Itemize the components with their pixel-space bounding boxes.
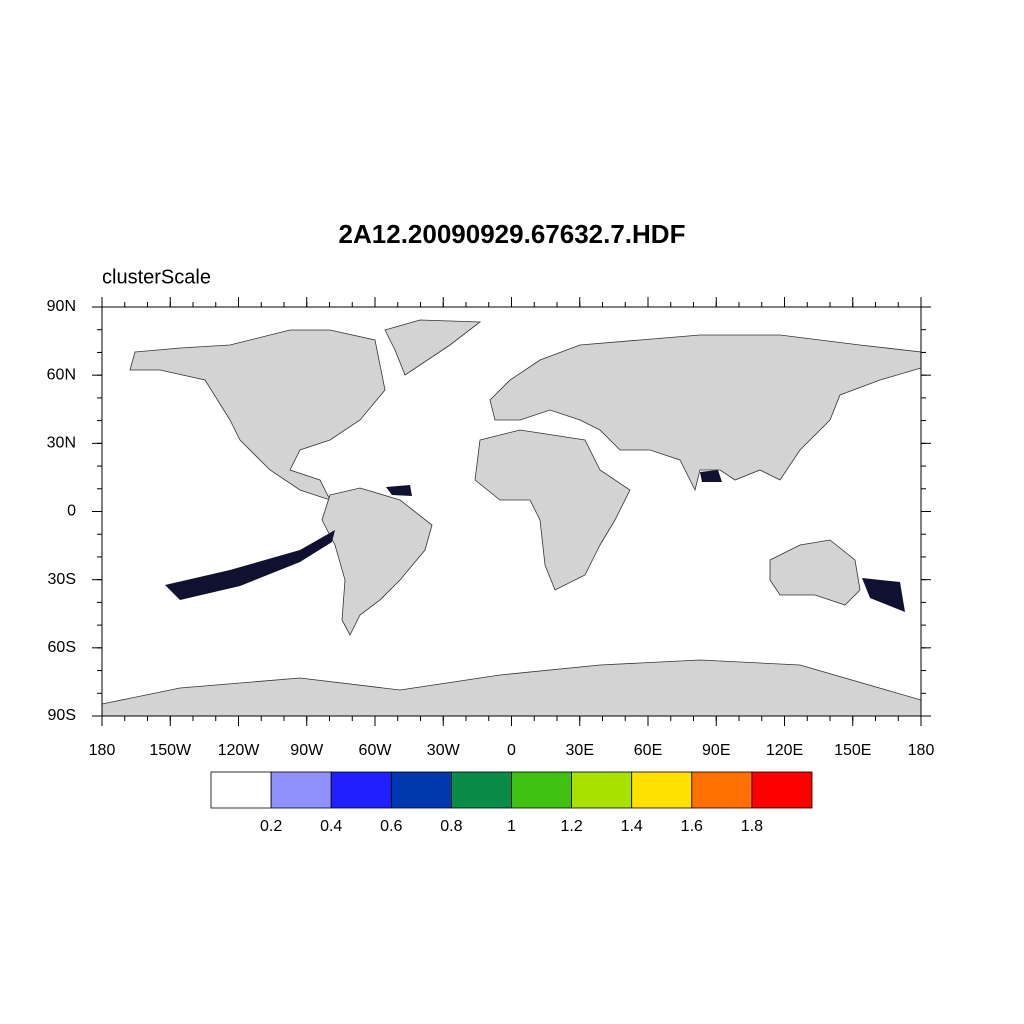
colorbar-box <box>210 771 272 809</box>
colorbar-box <box>511 771 572 809</box>
subtitle: clusterScale <box>102 266 211 288</box>
lat-tick-label: 90N <box>47 298 76 315</box>
colorbar-label: 1.6 <box>681 818 703 835</box>
lon-tick-label: 30E <box>566 742 594 759</box>
colorbar-box <box>270 771 332 809</box>
colorbar-label: 1.2 <box>560 818 582 835</box>
lat-tick-label: 0 <box>67 503 76 520</box>
colorbar-label: 1.8 <box>741 818 763 835</box>
lon-tick-label: 90W <box>290 742 324 759</box>
lon-tick-label: 60E <box>634 742 662 759</box>
colorbar-box <box>571 771 633 809</box>
lat-tick-label: 30N <box>47 435 76 452</box>
lon-tick-label: 180 <box>908 742 935 759</box>
colorbar-label: 1.4 <box>621 818 643 835</box>
colorbar-box <box>330 771 392 809</box>
lon-tick-label: 30W <box>427 742 461 759</box>
colorbar-label: 0.6 <box>380 818 402 835</box>
lat-tick-label: 30S <box>48 571 76 588</box>
swath <box>165 470 905 612</box>
lon-tick-label: 180 <box>89 742 116 759</box>
colorbar-box <box>631 771 693 809</box>
colorbar-box <box>691 771 753 809</box>
colorbar-label: 0.8 <box>440 818 462 835</box>
colorbar-label: 0.4 <box>320 818 342 835</box>
lon-tick-label: 120W <box>218 742 261 759</box>
colorbar-box <box>450 771 512 809</box>
colorbar-box <box>751 771 813 809</box>
land <box>101 319 922 717</box>
colorbar-label: 0.2 <box>260 818 282 835</box>
lon-tick-label: 0 <box>507 742 516 759</box>
lat-tick-label: 60N <box>47 366 76 383</box>
title: 2A12.20090929.67632.7.HDF <box>339 219 686 249</box>
colorbar-box <box>390 771 452 809</box>
lon-tick-label: 90E <box>702 742 730 759</box>
lon-tick-label: 60W <box>359 742 393 759</box>
lon-tick-label: 120E <box>766 742 803 759</box>
lon-tick-label: 150W <box>149 742 192 759</box>
colorbar-label: 1 <box>507 818 516 835</box>
lat-tick-label: 60S <box>48 639 76 656</box>
lat-tick-label: 90S <box>48 707 76 724</box>
lon-tick-label: 150E <box>834 742 871 759</box>
